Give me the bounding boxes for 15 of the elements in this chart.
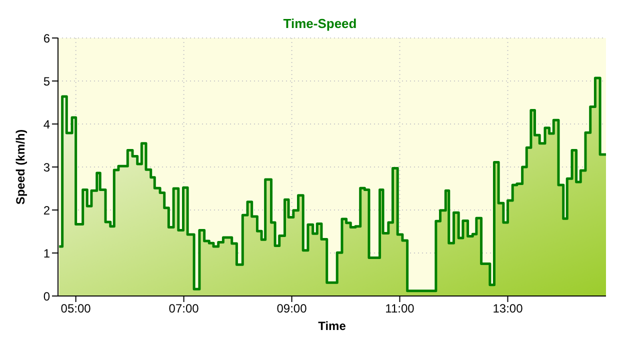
x-tick-label: 09:00 — [276, 302, 308, 316]
x-tick-label: 13:00 — [492, 302, 524, 316]
y-tick-label: 6 — [43, 31, 50, 46]
y-tick-label: 4 — [43, 117, 50, 132]
x-tick-label: 11:00 — [385, 302, 415, 316]
y-tick-label: 2 — [43, 203, 50, 218]
x-tick-label: 07:00 — [168, 302, 200, 316]
x-axis-title: Time — [318, 319, 346, 333]
y-tick-label: 3 — [43, 160, 50, 174]
x-tick-label: 05:00 — [60, 302, 92, 316]
chart-title: Time-Speed — [282, 16, 358, 31]
y-tick-label: 5 — [43, 74, 50, 88]
y-tick-label: 0 — [43, 289, 50, 304]
y-tick-label: 1 — [43, 246, 50, 260]
y-axis-title: Speed (km/h) — [13, 129, 28, 205]
